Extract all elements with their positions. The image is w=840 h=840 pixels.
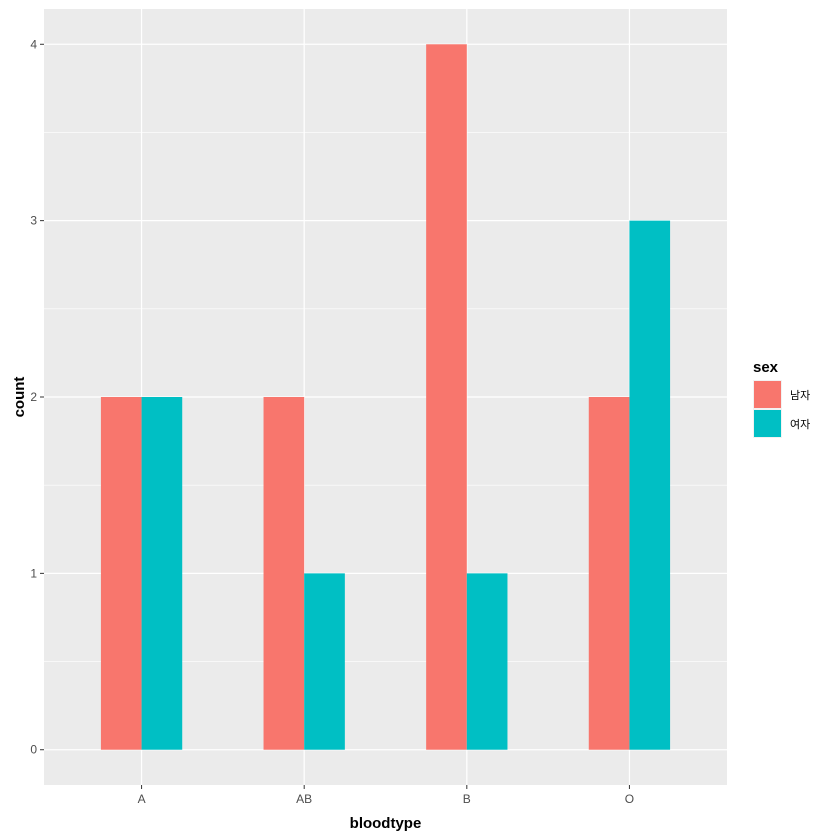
bar-ab-series-1 <box>263 397 305 750</box>
bar-b-series-1 <box>426 44 467 750</box>
legend-key-swatch <box>754 381 781 408</box>
y-tick-label: 1 <box>30 566 37 580</box>
legend-label: 여자 <box>790 418 810 431</box>
legend-key-swatch <box>754 410 781 437</box>
y-axis: 0 1 2 3 4 <box>30 37 44 757</box>
bar-a-series-1 <box>100 397 142 750</box>
x-axis-title: bloodtype <box>350 815 422 832</box>
x-axis: A AB B O <box>138 785 634 806</box>
x-tick-label: B <box>463 792 471 806</box>
bars <box>100 44 671 750</box>
bar-ab-series-2 <box>304 573 345 750</box>
bar-o-series-1 <box>588 397 630 750</box>
bar-o-series-2 <box>629 220 671 750</box>
bar-a-series-2 <box>141 397 183 750</box>
y-tick-label: 0 <box>30 743 37 757</box>
bar-b-series-2 <box>466 573 508 750</box>
legend-label: 남자 <box>790 389 810 402</box>
y-tick-label: 2 <box>30 390 37 404</box>
y-tick-label: 4 <box>30 37 37 51</box>
x-tick-label: A <box>138 792 146 806</box>
x-tick-label: AB <box>296 792 312 806</box>
legend-title: sex <box>753 359 779 376</box>
y-tick-label: 3 <box>30 214 37 228</box>
y-axis-title: count <box>11 377 28 418</box>
x-tick-label: O <box>625 792 634 806</box>
